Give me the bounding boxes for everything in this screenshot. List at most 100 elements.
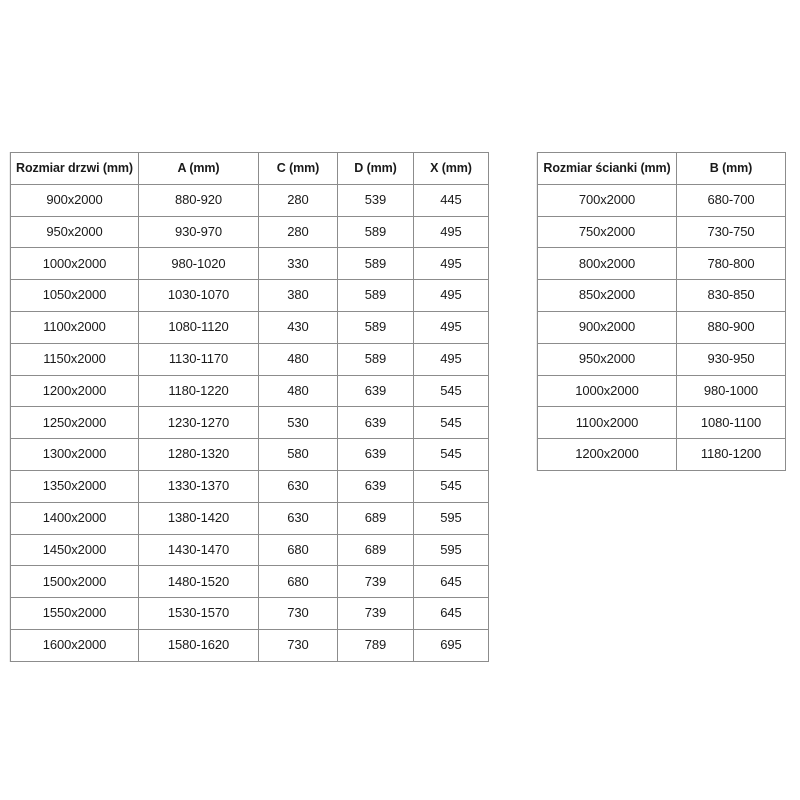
cell-c: 330	[258, 247, 338, 281]
cell-d: 689	[337, 533, 414, 567]
cell-wall-size: 850x2000	[537, 279, 677, 312]
cell-a: 1480-1520	[138, 565, 259, 599]
cell-door-size: 1450x2000	[10, 533, 139, 567]
cell-a: 1080-1120	[138, 310, 259, 344]
table-header-row: Rozmiar drzwi (mm) A (mm) C (mm) D (mm) …	[10, 152, 489, 185]
cell-b: 880-900	[676, 310, 786, 344]
cell-x: 545	[413, 438, 489, 471]
wall-panel-size-table: Rozmiar ścianki (mm) B (mm) 700x2000 680-…	[537, 152, 786, 471]
cell-x: 545	[413, 374, 489, 408]
cell-door-size: 1600x2000	[10, 628, 139, 662]
cell-c: 680	[258, 565, 338, 599]
cell-c: 480	[258, 342, 338, 376]
cell-b: 730-750	[676, 215, 786, 249]
cell-x: 495	[413, 342, 489, 376]
door-size-table: Rozmiar drzwi (mm) A (mm) C (mm) D (mm) …	[10, 152, 489, 662]
cell-x: 645	[413, 565, 489, 599]
cell-a: 930-970	[138, 215, 259, 249]
table-row: 1150x2000 1130-1170 480 589 495	[10, 342, 489, 376]
cell-c: 280	[258, 183, 338, 217]
cell-x: 545	[413, 406, 489, 440]
cell-d: 789	[337, 628, 414, 662]
column-header-c: C (mm)	[258, 152, 338, 185]
cell-door-size: 1350x2000	[10, 469, 139, 503]
table-row: 950x2000 930-970 280 589 495	[10, 215, 489, 249]
table-row: 900x2000 880-900	[537, 310, 786, 344]
cell-d: 639	[337, 469, 414, 503]
cell-x: 695	[413, 628, 489, 662]
cell-a: 1180-1220	[138, 374, 259, 408]
table-row: 1000x2000 980-1020 330 589 495	[10, 247, 489, 281]
cell-d: 689	[337, 501, 414, 535]
cell-c: 730	[258, 628, 338, 662]
cell-x: 595	[413, 533, 489, 567]
cell-door-size: 1050x2000	[10, 279, 139, 312]
cell-door-size: 1000x2000	[10, 247, 139, 281]
table-row: 700x2000 680-700	[537, 183, 786, 217]
cell-x: 495	[413, 215, 489, 249]
cell-a: 1380-1420	[138, 501, 259, 535]
table-row: 1400x2000 1380-1420 630 689 595	[10, 501, 489, 535]
cell-x: 445	[413, 183, 489, 217]
cell-a: 1130-1170	[138, 342, 259, 376]
table-row: 1350x2000 1330-1370 630 639 545	[10, 469, 489, 503]
cell-c: 380	[258, 279, 338, 312]
cell-door-size: 1150x2000	[10, 342, 139, 376]
table-row: 1500x2000 1480-1520 680 739 645	[10, 565, 489, 599]
cell-b: 1180-1200	[676, 438, 786, 471]
table-row: 950x2000 930-950	[537, 342, 786, 376]
cell-a: 1580-1620	[138, 628, 259, 662]
table-row: 850x2000 830-850	[537, 279, 786, 312]
cell-door-size: 1250x2000	[10, 406, 139, 440]
cell-c: 280	[258, 215, 338, 249]
cell-b: 1080-1100	[676, 406, 786, 440]
cell-wall-size: 700x2000	[537, 183, 677, 217]
cell-door-size: 1100x2000	[10, 310, 139, 344]
cell-b: 680-700	[676, 183, 786, 217]
cell-c: 530	[258, 406, 338, 440]
table-row: 1050x2000 1030-1070 380 589 495	[10, 279, 489, 312]
cell-door-size: 1200x2000	[10, 374, 139, 408]
table-row: 1000x2000 980-1000	[537, 374, 786, 408]
table-row: 750x2000 730-750	[537, 215, 786, 249]
cell-x: 645	[413, 597, 489, 630]
cell-d: 739	[337, 597, 414, 630]
table-row: 1100x2000 1080-1120 430 589 495	[10, 310, 489, 344]
cell-door-size: 1400x2000	[10, 501, 139, 535]
cell-x: 595	[413, 501, 489, 535]
cell-d: 639	[337, 406, 414, 440]
cell-door-size: 1300x2000	[10, 438, 139, 471]
table-row: 1250x2000 1230-1270 530 639 545	[10, 406, 489, 440]
table-row: 1200x2000 1180-1220 480 639 545	[10, 374, 489, 408]
table-row: 1200x2000 1180-1200	[537, 438, 786, 471]
column-header-wall-size: Rozmiar ścianki (mm)	[537, 152, 677, 185]
cell-door-size: 900x2000	[10, 183, 139, 217]
table-header-row: Rozmiar ścianki (mm) B (mm)	[537, 152, 786, 185]
column-header-b: B (mm)	[676, 152, 786, 185]
cell-door-size: 1500x2000	[10, 565, 139, 599]
cell-x: 545	[413, 469, 489, 503]
cell-c: 730	[258, 597, 338, 630]
cell-a: 1530-1570	[138, 597, 259, 630]
cell-c: 580	[258, 438, 338, 471]
cell-wall-size: 950x2000	[537, 342, 677, 376]
cell-wall-size: 750x2000	[537, 215, 677, 249]
cell-wall-size: 900x2000	[537, 310, 677, 344]
cell-x: 495	[413, 310, 489, 344]
cell-a: 1330-1370	[138, 469, 259, 503]
cell-d: 739	[337, 565, 414, 599]
cell-d: 589	[337, 279, 414, 312]
cell-d: 639	[337, 374, 414, 408]
cell-wall-size: 1100x2000	[537, 406, 677, 440]
column-header-door-size: Rozmiar drzwi (mm)	[10, 152, 139, 185]
column-header-d: D (mm)	[337, 152, 414, 185]
table-row: 900x2000 880-920 280 539 445	[10, 183, 489, 217]
cell-c: 630	[258, 501, 338, 535]
cell-b: 980-1000	[676, 374, 786, 408]
cell-d: 589	[337, 215, 414, 249]
cell-wall-size: 1200x2000	[537, 438, 677, 471]
cell-d: 589	[337, 342, 414, 376]
cell-x: 495	[413, 279, 489, 312]
table-row: 1600x2000 1580-1620 730 789 695	[10, 628, 489, 662]
